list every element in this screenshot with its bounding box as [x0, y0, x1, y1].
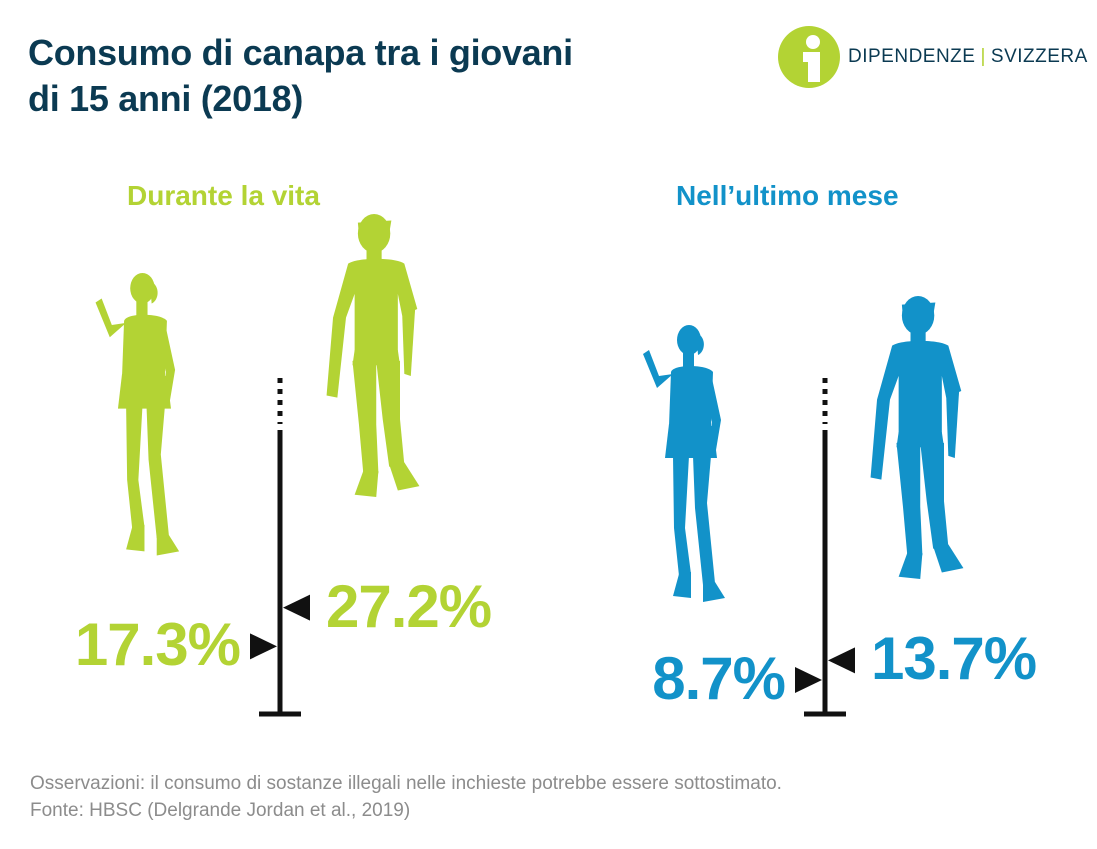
logo-separator: | — [980, 46, 986, 67]
title-line-2: di 15 anni (2018) — [28, 78, 304, 119]
logo-text-left: DIPENDENZE — [848, 46, 976, 67]
footnote-source: Fonte: HBSC (Delgrande Jordan et al., 20… — [30, 800, 411, 821]
logo-text-right: SVIZZERA — [990, 46, 1088, 67]
page-title: Consumo di canapa tra i giovani di 15 an… — [28, 30, 573, 122]
info-person-icon — [778, 26, 840, 88]
value-marker-lifetime-male — [283, 594, 310, 621]
figure-pair-lifetime — [96, 214, 420, 555]
logo-text: DIPENDENZE | SVIZZERA — [848, 46, 1088, 68]
value-label-lifetime-male: 27.2% — [326, 572, 492, 640]
value-label-lifetime-female: 17.3% — [74, 611, 241, 679]
figure-pair-last-month — [643, 296, 963, 602]
value-label-last-month-male: 13.7% — [871, 625, 1037, 693]
title-line-1: Consumo di canapa tra i giovani — [28, 32, 573, 73]
value-marker-lifetime-female — [250, 633, 277, 660]
value-label-last-month-female: 8.7% — [652, 644, 786, 712]
value-marker-last-month-male — [828, 647, 855, 674]
panel-title-lifetime: Durante la vita — [127, 180, 320, 211]
panel-title-last-month: Nell’ultimo mese — [676, 180, 899, 211]
scale-axis-lifetime — [259, 378, 301, 717]
footnote: Osservazioni: il consumo di sostanze ill… — [30, 770, 782, 824]
logo: DIPENDENZE | SVIZZERA — [776, 24, 1088, 90]
value-marker-last-month-female — [795, 666, 822, 693]
scale-axis-last-month — [804, 378, 846, 717]
footnote-observation: Osservazioni: il consumo di sostanze ill… — [30, 773, 782, 794]
